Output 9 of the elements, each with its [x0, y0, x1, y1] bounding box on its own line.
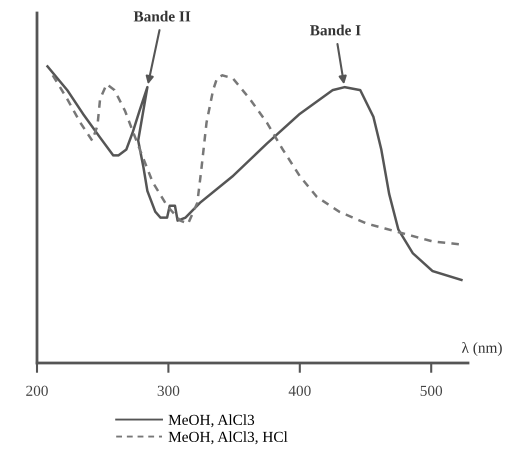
x-tick-label: 500: [420, 386, 442, 396]
x-tick-label: 400: [288, 386, 311, 396]
annotation: Bande I: [310, 24, 361, 36]
x-tick-label: 200: [26, 386, 48, 396]
x-axis-title: λ (nm): [462, 342, 502, 356]
x-tick-label: 300: [158, 386, 180, 396]
annotation: Bande II: [134, 10, 190, 22]
legend-label: MeOH, AlCl3, HCl: [168, 431, 288, 444]
legend-label: MeOH, AlCl3: [168, 414, 254, 428]
